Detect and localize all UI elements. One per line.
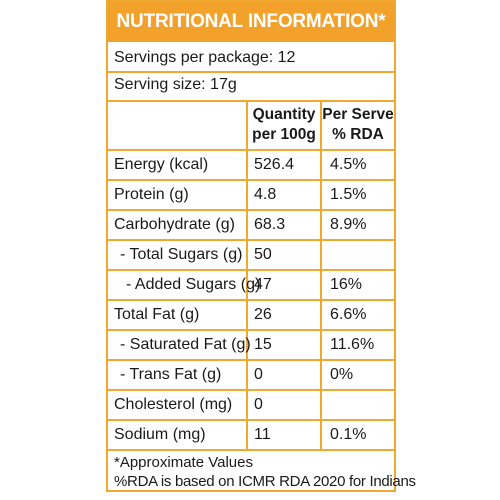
row-divider: [108, 329, 394, 331]
divider: [108, 449, 394, 451]
column-header-rda-line1: Per Serve: [322, 106, 394, 123]
row-divider: [108, 179, 394, 181]
nutrient-name: - Saturated Fat (g): [120, 336, 251, 353]
quantity-per-100g: 0: [254, 396, 263, 413]
column-divider: [320, 100, 322, 449]
column-header-rda: Per Serve % RDA: [322, 105, 394, 145]
nutrient-name: Cholesterol (mg): [114, 396, 233, 413]
quantity-per-100g: 526.4: [254, 156, 295, 173]
rda-per-serve: 4.5%: [330, 156, 367, 173]
panel-title: NUTRITIONAL INFORMATION*: [108, 2, 394, 42]
quantity-per-100g: 15: [254, 336, 272, 353]
row-divider: [108, 359, 394, 361]
nutrient-name: Protein (g): [114, 186, 189, 203]
quantity-per-100g: 0: [254, 366, 263, 383]
rda-per-serve: 0.1%: [330, 426, 367, 443]
servings-per-package: Servings per package: 12: [114, 49, 296, 66]
column-header-quantity-line2: per 100g: [252, 126, 316, 143]
rda-per-serve: 16%: [330, 276, 363, 293]
quantity-per-100g: 47: [254, 276, 272, 293]
row-divider: [108, 389, 394, 391]
divider: [108, 100, 394, 102]
nutrient-name: Energy (kcal): [114, 156, 209, 173]
nutrient-name: Total Fat (g): [114, 306, 200, 323]
column-divider: [246, 100, 248, 449]
nutrient-name: Sodium (mg): [114, 426, 206, 443]
rda-per-serve: 0%: [330, 366, 354, 383]
quantity-per-100g: 4.8: [254, 186, 277, 203]
column-header-rda-line2: % RDA: [332, 126, 384, 143]
divider: [108, 71, 394, 73]
rda-per-serve: 6.6%: [330, 306, 367, 323]
footnote-rda-basis: %RDA is based on ICMR RDA 2020 for India…: [114, 473, 416, 490]
rda-per-serve: 1.5%: [330, 186, 367, 203]
nutrient-name: - Trans Fat (g): [120, 366, 222, 383]
column-header-quantity: Quantity per 100g: [248, 105, 320, 145]
quantity-per-100g: 50: [254, 246, 272, 263]
divider: [108, 149, 394, 151]
rda-per-serve: 11.6%: [330, 336, 375, 353]
row-divider: [108, 269, 394, 271]
footnote-approximate: *Approximate Values: [114, 454, 253, 471]
row-divider: [108, 209, 394, 211]
row-divider: [108, 299, 394, 301]
nutrient-name: Carbohydrate (g): [114, 216, 235, 233]
quantity-per-100g: 68.3: [254, 216, 286, 233]
row-divider: [108, 239, 394, 241]
nutrient-name: - Added Sugars (g): [126, 276, 261, 293]
nutrition-panel: NUTRITIONAL INFORMATION* Servings per pa…: [106, 0, 416, 492]
row-divider: [108, 419, 394, 421]
quantity-per-100g: 11: [254, 426, 271, 443]
nutrient-name: - Total Sugars (g): [120, 246, 243, 263]
serving-size: Serving size: 17g: [114, 76, 237, 93]
column-header-quantity-line1: Quantity: [252, 106, 316, 123]
quantity-per-100g: 26: [254, 306, 272, 323]
rda-per-serve: 8.9%: [330, 216, 367, 233]
